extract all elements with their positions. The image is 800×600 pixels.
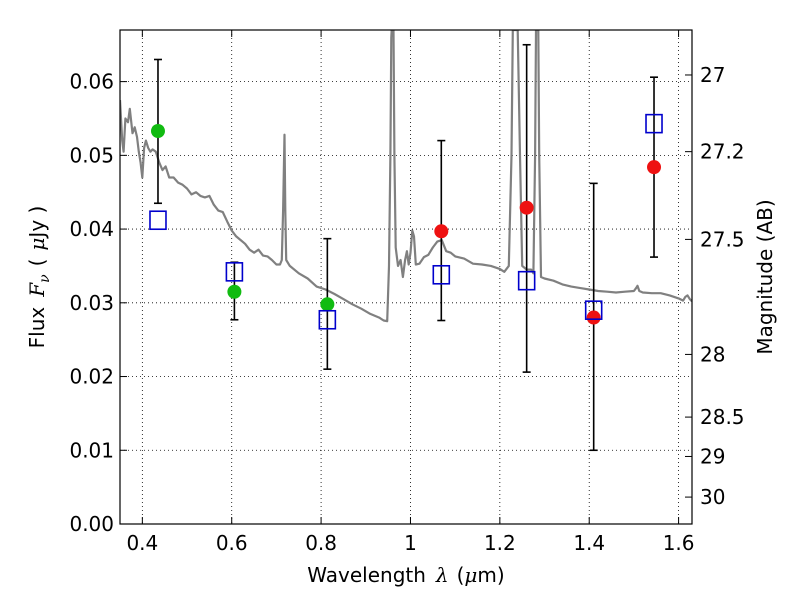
- observed-point-red: [647, 160, 662, 175]
- model-spectrum-line: [120, 30, 692, 323]
- observed-point-green: [150, 124, 165, 139]
- right-tick-label: 28: [700, 342, 725, 366]
- x-tick-label: 1: [404, 531, 417, 555]
- right-tick-label: 29: [700, 444, 725, 468]
- observed-point-red: [519, 200, 534, 215]
- x-axis-ticks: 0.4 0.6 0.8 1 1.2 1.4 1.6: [126, 30, 695, 555]
- y-tick-label: 0.05: [69, 143, 114, 167]
- right-tick-label: 27.2: [700, 140, 745, 164]
- x-tick-label: 1.6: [663, 531, 695, 555]
- x-tick-label: 1.2: [484, 531, 516, 555]
- y-tick-label: 0.01: [69, 438, 114, 462]
- y-axis-label: FluxFν(μJy ): [25, 206, 53, 349]
- observed-point-green: [320, 297, 335, 312]
- right-tick-label: 28.5: [700, 405, 745, 429]
- plot-frame: [119, 29, 693, 525]
- model-photometry-square: [432, 264, 451, 285]
- x-tick-label: 0.8: [305, 531, 337, 555]
- right-tick-label: 27.5: [700, 227, 745, 251]
- model-photometry-square: [318, 309, 337, 330]
- model-photometry-square: [517, 270, 536, 291]
- x-axis-label: Wavelength λ (μm): [307, 563, 504, 587]
- model-photometry-square: [225, 262, 244, 282]
- y-tick-label: 0.03: [69, 291, 114, 315]
- y-tick-label: 0.06: [69, 70, 114, 94]
- right-axis-label: Magnitude (AB): [753, 199, 777, 354]
- right-tick-label: 30: [700, 485, 725, 509]
- y-tick-label: 0.04: [69, 217, 114, 241]
- y-axis-ticks: 0.00 0.01 0.02 0.03 0.04 0.05 0.06: [69, 70, 127, 536]
- model-photometry-square: [584, 300, 603, 320]
- right-axis-ticks: 27 27.2 27.5 28 28.5 29 30: [685, 63, 745, 509]
- observed-point-red: [586, 310, 601, 325]
- observed-point-green: [227, 284, 242, 299]
- right-tick-label: 27: [700, 63, 725, 87]
- model-photometry-square: [645, 113, 663, 134]
- model-photometry-square: [149, 210, 167, 231]
- observed-point-red: [434, 224, 449, 239]
- y-tick-label: 0.00: [69, 512, 114, 536]
- plot-area: [120, 30, 692, 452]
- x-tick-label: 0.4: [126, 531, 158, 555]
- x-tick-label: 1.4: [573, 531, 605, 555]
- y-tick-label: 0.02: [69, 365, 114, 389]
- x-tick-label: 0.6: [216, 531, 248, 555]
